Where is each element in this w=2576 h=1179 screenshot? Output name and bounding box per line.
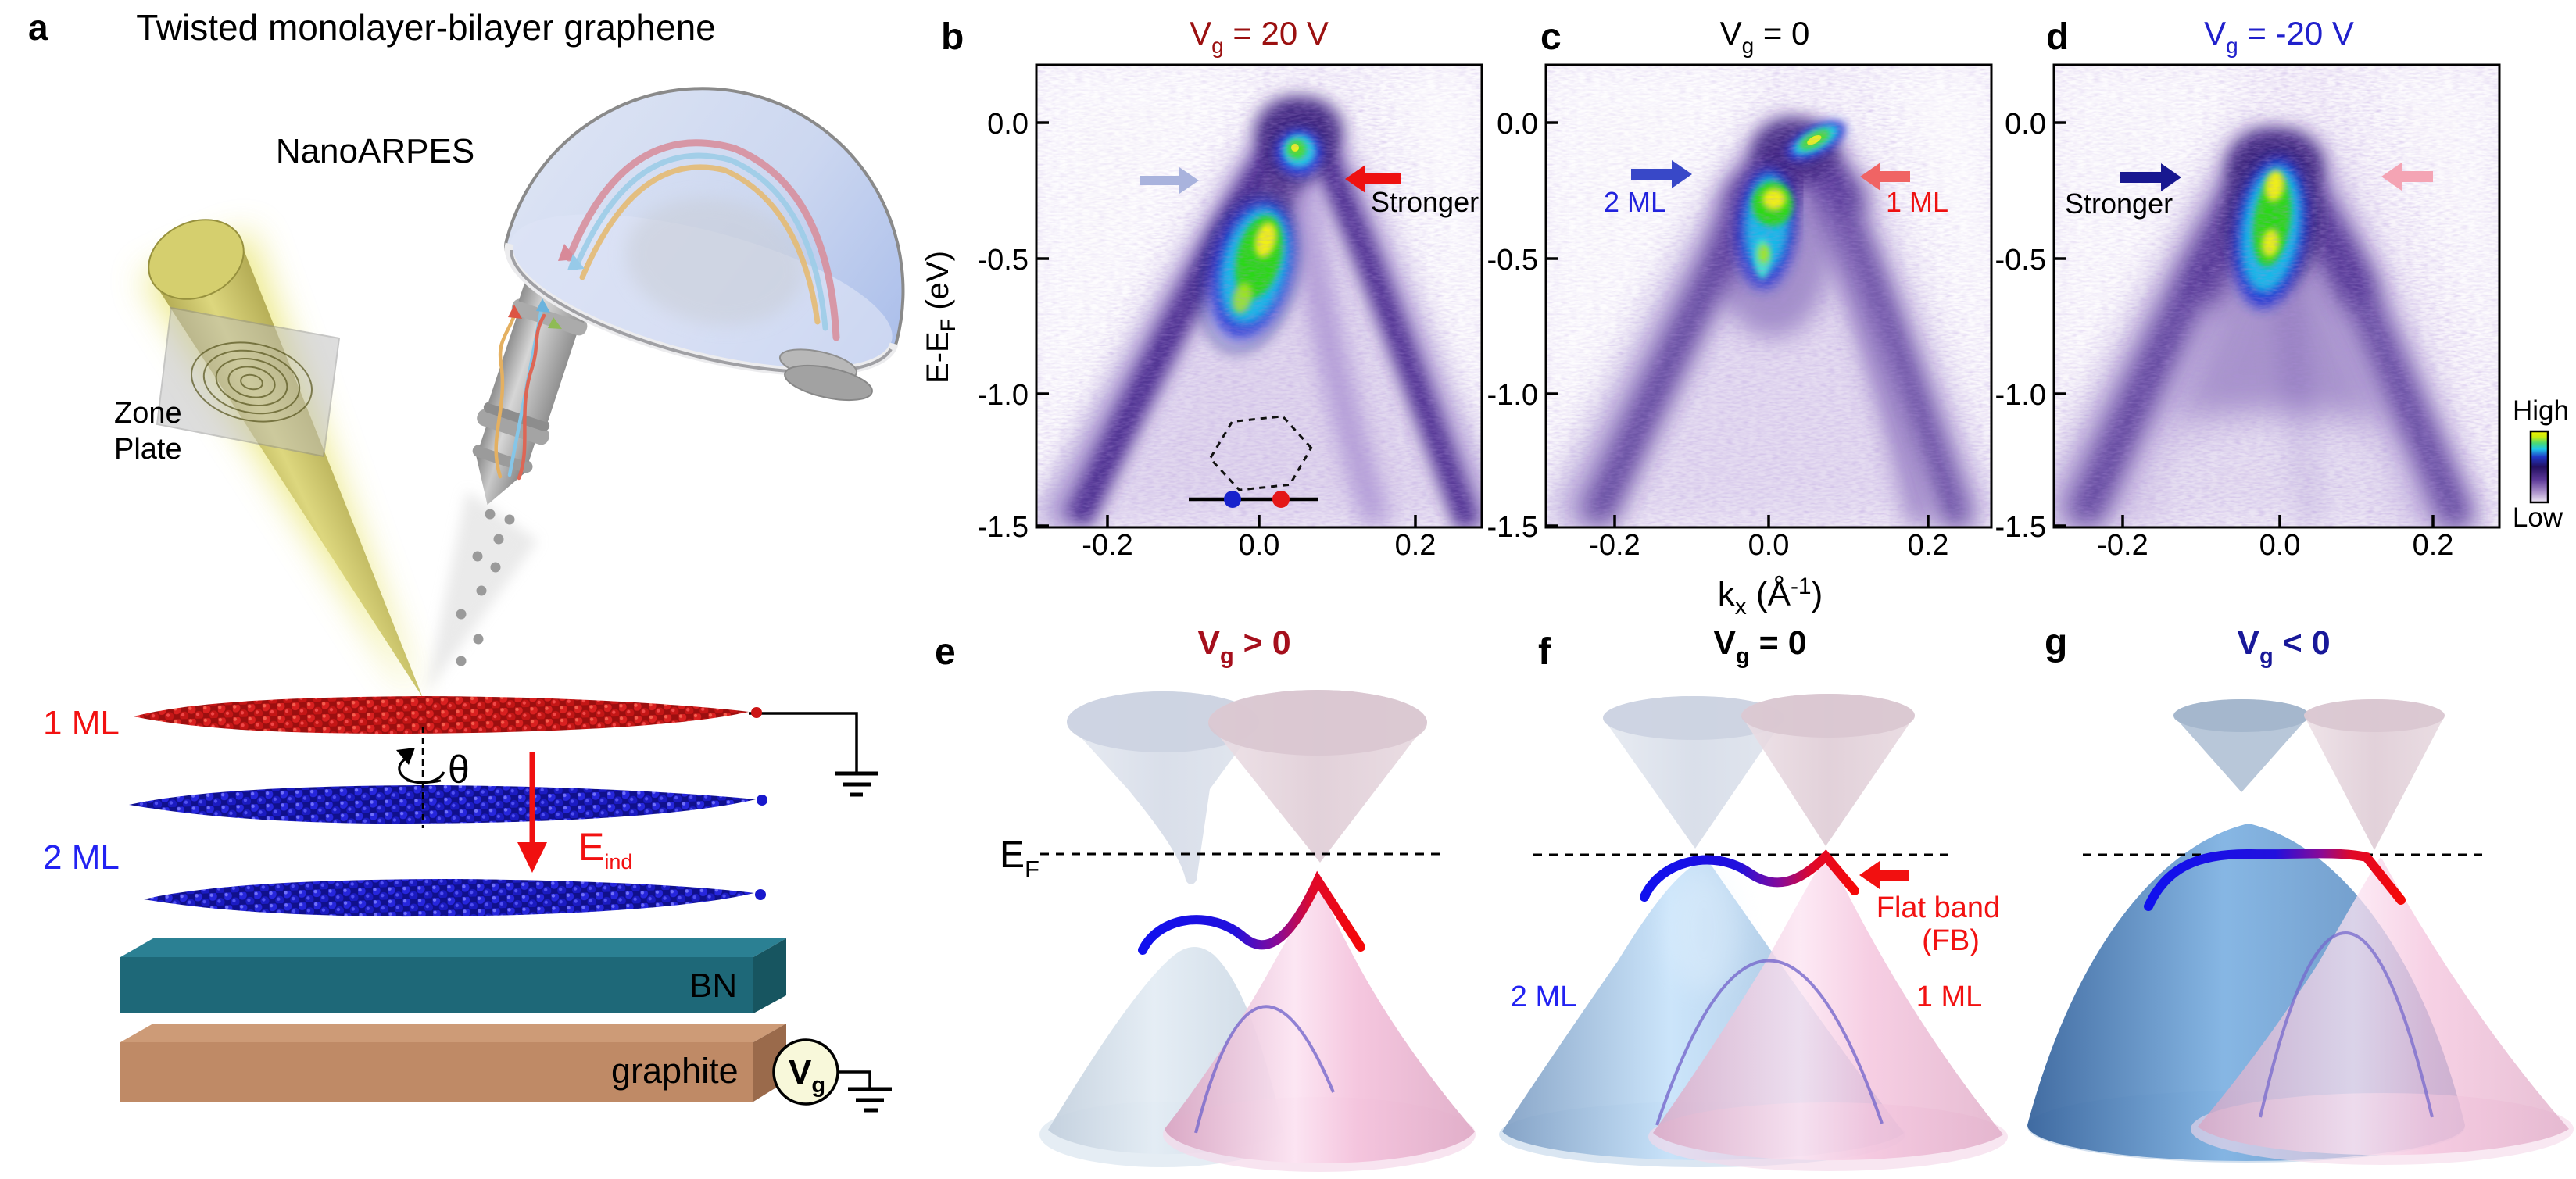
svg-text:-1.0: -1.0 [1487,379,1538,412]
svg-text:0.2: 0.2 [1395,529,1436,562]
svg-text:-0.2: -0.2 [1589,529,1640,562]
svg-text:Plate: Plate [114,433,182,466]
svg-text:1 ML: 1 ML [43,704,120,742]
svg-text:-0.5: -0.5 [1487,244,1538,277]
svg-text:a: a [28,7,48,48]
svg-text:f: f [1538,631,1551,673]
svg-text:2 ML: 2 ML [1511,981,1576,1013]
svg-text:Flat band: Flat band [1877,891,2000,924]
svg-text:-0.5: -0.5 [1995,244,2046,277]
svg-text:-1.0: -1.0 [978,379,1029,412]
svg-text:2 ML: 2 ML [43,838,120,877]
svg-text:0.0: 0.0 [1497,108,1538,141]
svg-text:0.2: 0.2 [1908,529,1949,562]
svg-text:-1.5: -1.5 [978,511,1029,544]
svg-text:High: High [2513,395,2569,426]
svg-text:-1.0: -1.0 [1995,379,2046,412]
svg-text:0.0: 0.0 [1239,529,1280,562]
svg-text:-1.5: -1.5 [1995,511,2046,544]
svg-text:2 ML: 2 ML [1604,186,1666,218]
svg-text:Zone: Zone [114,397,182,430]
svg-text:-0.5: -0.5 [978,244,1029,277]
svg-text:graphite: graphite [611,1051,739,1091]
svg-text:0.0: 0.0 [2005,108,2046,141]
svg-text:Stronger: Stronger [1371,186,1479,218]
svg-text:θ: θ [448,748,470,791]
svg-text:0.0: 0.0 [2259,529,2301,562]
svg-text:-0.2: -0.2 [2097,529,2148,562]
svg-text:1 ML: 1 ML [1886,186,1948,218]
svg-text:Vg < 0: Vg < 0 [2237,624,2330,669]
svg-text:e: e [935,631,956,673]
svg-text:d: d [2046,16,2069,58]
svg-text:Vg > 0: Vg > 0 [1197,624,1290,669]
svg-text:E-EF (eV): E-EF (eV) [921,251,960,384]
svg-text:1 ML: 1 ML [1916,981,1982,1013]
svg-text:-0.2: -0.2 [1082,529,1132,562]
svg-text:b: b [941,16,964,58]
svg-text:-1.5: -1.5 [1487,511,1538,544]
svg-text:Vg = 0: Vg = 0 [1720,15,1810,58]
svg-text:Low: Low [2513,502,2563,533]
svg-text:EF: EF [1000,834,1039,883]
svg-text:Twisted monolayer-bilayer grap: Twisted monolayer-bilayer graphene [136,7,716,48]
svg-text:c: c [1540,16,1562,58]
svg-text:Vg = 20 V: Vg = 20 V [1190,15,1329,58]
svg-text:0.2: 0.2 [2413,529,2454,562]
svg-text:(FB): (FB) [1922,924,1980,957]
svg-text:g: g [2045,622,2067,663]
svg-text:NanoARPES: NanoARPES [276,132,474,170]
svg-text:Stronger: Stronger [2065,188,2173,220]
svg-text:Vg = 0: Vg = 0 [1713,624,1806,669]
svg-text:0.0: 0.0 [987,108,1029,141]
svg-text:0.0: 0.0 [1748,529,1790,562]
svg-text:BN: BN [689,966,737,1005]
